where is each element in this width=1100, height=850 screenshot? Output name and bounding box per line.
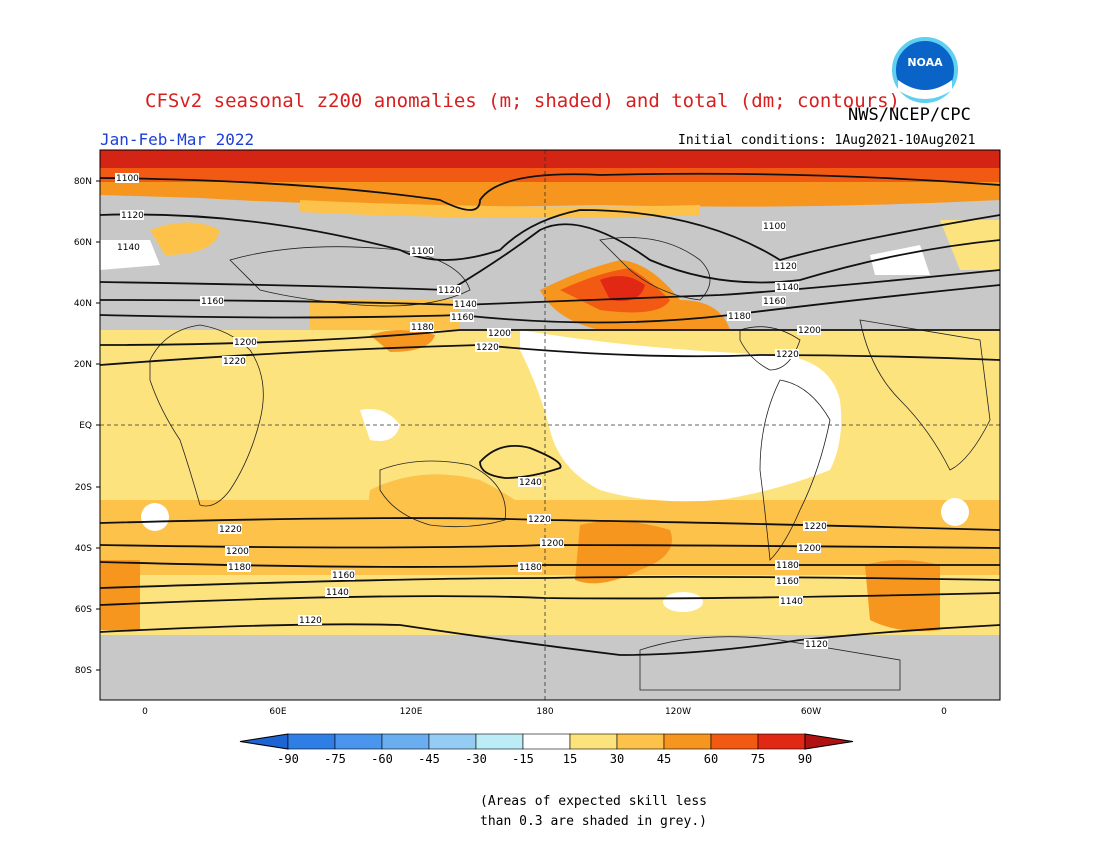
contour-label: 1120: [121, 211, 144, 221]
contour-label-group: 1100 1120 1140 1160 1100 1120 1140 1160 …: [115, 173, 828, 650]
lat-label: 60N: [74, 238, 92, 248]
contour-label: 1120: [805, 640, 828, 650]
noaa-logo: NOAA: [892, 37, 958, 103]
colorbar-tick-label: -75: [324, 752, 346, 766]
initial-conditions-label: Initial conditions: 1Aug2021-10Aug2021: [678, 133, 976, 148]
contour-label: 1140: [326, 588, 349, 598]
contour-label: 1100: [116, 174, 139, 184]
lat-label: EQ: [79, 421, 92, 431]
contour-label: 1200: [541, 539, 564, 549]
lon-label: 60E: [269, 707, 286, 717]
contour-label: 1180: [776, 561, 799, 571]
contour-label: 1220: [804, 522, 827, 532]
skill-note: (Areas of expected skill less than 0.3 a…: [480, 794, 707, 829]
colorbar-tick-label: -60: [371, 752, 393, 766]
period-label: Jan-Feb-Mar 2022: [100, 130, 255, 149]
noaa-logo-text: NOAA: [907, 56, 943, 69]
contour-label: 1200: [798, 544, 821, 554]
contour-label: 1160: [451, 313, 474, 323]
contour-label: 1160: [776, 577, 799, 587]
contours: [99, 172, 1001, 656]
lat-label: 80N: [74, 177, 92, 187]
colorbar-arrow-right: [804, 733, 854, 750]
colorbar-segment: [287, 733, 336, 750]
colorbar-segment: [710, 733, 759, 750]
colorbar-segment: [569, 733, 618, 750]
contour-label: 1140: [454, 300, 477, 310]
colorbar-tick-label: 60: [704, 752, 718, 766]
contour-label: 1120: [438, 286, 461, 296]
contour-label: 1140: [776, 283, 799, 293]
colorbar-segment: [381, 733, 430, 750]
contour-label: 1160: [763, 297, 786, 307]
contour-label: 1200: [226, 547, 249, 557]
colorbar-tick-label: -15: [512, 752, 534, 766]
contour-label: 1100: [763, 222, 786, 232]
contour-label: 1180: [728, 312, 751, 322]
contour-label: 1240: [519, 478, 542, 488]
contour-label: 1200: [234, 338, 257, 348]
lat-label: 60S: [75, 605, 92, 615]
lat-ticks: [96, 180, 100, 671]
lat-label: 20N: [74, 360, 92, 370]
colorbar-tick-label: 15: [563, 752, 577, 766]
lon-label: 120E: [400, 707, 423, 717]
colorbar-tick-label: 75: [751, 752, 765, 766]
contour-label: 1200: [798, 326, 821, 336]
contour-label: 1220: [476, 343, 499, 353]
colorbar-segment: [522, 733, 571, 750]
lat-label: 20S: [75, 483, 92, 493]
lon-label: 60W: [801, 707, 821, 717]
contour-label: 1180: [519, 563, 542, 573]
colorbar-segment: [428, 733, 477, 750]
lon-label: 120W: [665, 707, 691, 717]
contour-label: 1160: [332, 571, 355, 581]
colorbar-segment: [663, 733, 712, 750]
lat-label: 80S: [75, 666, 92, 676]
colorbar-segment: [616, 733, 665, 750]
agency-label: NWS/NCEP/CPC: [848, 105, 971, 125]
contour-label: 1140: [780, 597, 803, 607]
longitude-axis: 0 60E 120E 180 120W 60W 0: [142, 707, 947, 717]
colorbar-tick-label: -30: [465, 752, 487, 766]
contour-label: 1200: [488, 329, 511, 339]
contour-label: 1220: [223, 357, 246, 367]
colorbar: -90 -75 -60 -45 -30 -15 15 30 45 60 75 90: [239, 733, 854, 766]
contour-label: 1220: [528, 515, 551, 525]
lat-label: 40S: [75, 544, 92, 554]
contour-label: 1160: [201, 297, 224, 307]
colorbar-tick-label: -90: [277, 752, 299, 766]
lon-label: 0: [941, 707, 947, 717]
colorbar-tick-label: 45: [657, 752, 671, 766]
contour-label: 1180: [411, 323, 434, 333]
colorbar-segment: [334, 733, 383, 750]
colorbar-tick-label: 30: [610, 752, 624, 766]
map-title: CFSv2 seasonal z200 anomalies (m; shaded…: [145, 90, 900, 112]
contour-label: 1120: [774, 262, 797, 272]
lon-label: 0: [142, 707, 148, 717]
colorbar-arrow-left: [239, 733, 289, 750]
contour-label: 1220: [219, 525, 242, 535]
latitude-axis: 80N 60N 40N 20N EQ 20S 40S 60S 80S: [74, 177, 92, 676]
contour-label: 1220: [776, 350, 799, 360]
colorbar-segment: [475, 733, 524, 750]
colorbar-segment: [757, 733, 806, 750]
lon-label: 180: [536, 707, 553, 717]
contour-label: 1100: [411, 247, 434, 257]
contour-label: 1180: [228, 563, 251, 573]
contour-label: 1140: [117, 243, 140, 253]
colorbar-tick-label: -45: [418, 752, 440, 766]
contour-label: 1120: [299, 616, 322, 626]
lat-label: 40N: [74, 299, 92, 309]
map-area: 1100 1120 1140 1160 1100 1120 1140 1160 …: [99, 149, 1001, 701]
colorbar-tick-label: 90: [798, 752, 812, 766]
